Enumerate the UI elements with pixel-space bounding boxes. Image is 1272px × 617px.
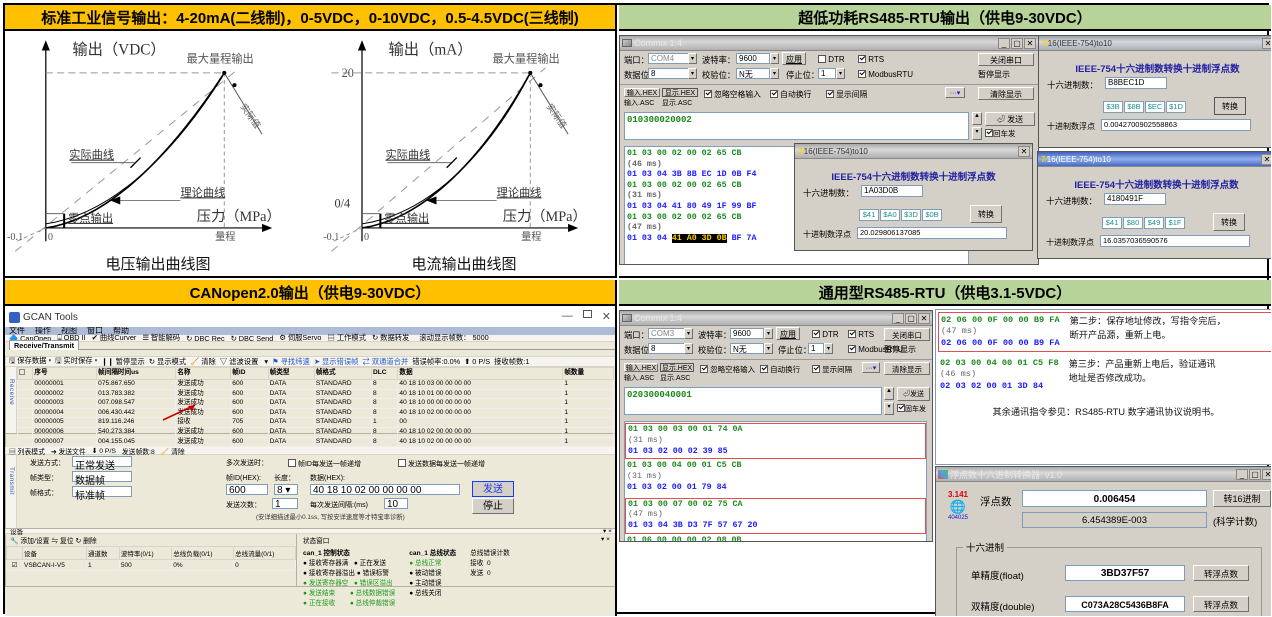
svg-text:零点输出: 零点输出 — [384, 211, 429, 225]
svg-text:-0.1: -0.1 — [7, 232, 23, 243]
svg-text:输出（mA）: 输出（mA） — [389, 42, 473, 59]
svg-text:理论曲线: 理论曲线 — [180, 185, 225, 199]
svg-text:20: 20 — [342, 66, 354, 80]
svg-text:输出（VDC）: 输出（VDC） — [72, 42, 165, 59]
svg-text:压力（MPa）: 压力（MPa） — [503, 208, 587, 225]
svg-text:-0.1: -0.1 — [323, 232, 339, 243]
svg-text:实际值: 实际值 — [238, 101, 263, 130]
svg-text:0/4: 0/4 — [334, 197, 350, 211]
svg-text:理论曲线: 理论曲线 — [497, 185, 542, 199]
svg-text:实际曲线: 实际曲线 — [69, 148, 114, 162]
svg-text:零点输出: 零点输出 — [68, 211, 113, 225]
svg-text:量程: 量程 — [215, 231, 235, 243]
svg-text:实际曲线: 实际曲线 — [385, 148, 430, 162]
svg-text:实际值: 实际值 — [544, 101, 569, 130]
svg-text:最大量程输出: 最大量程输出 — [493, 52, 560, 66]
svg-text:最大量程输出: 最大量程输出 — [187, 52, 254, 66]
svg-text:0: 0 — [48, 232, 53, 243]
svg-text:0: 0 — [364, 232, 369, 243]
svg-text:量程: 量程 — [521, 231, 541, 243]
svg-text:压力（MPa）: 压力（MPa） — [197, 208, 281, 225]
